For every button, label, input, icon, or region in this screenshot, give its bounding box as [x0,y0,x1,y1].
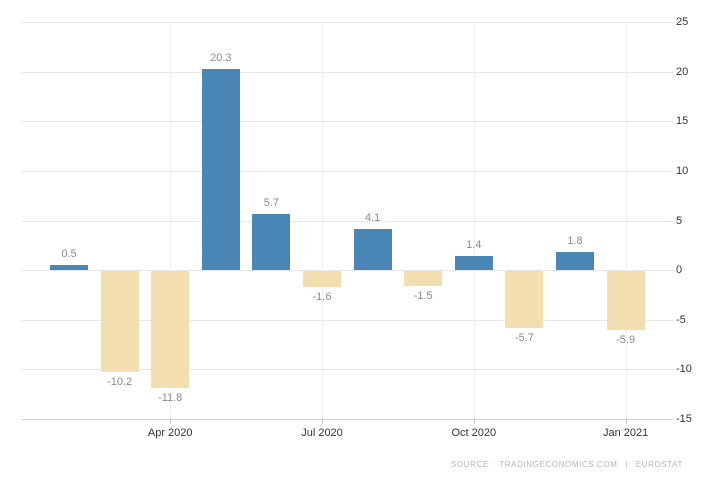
y-gridline [22,170,668,172]
bar [505,271,544,328]
bar [100,271,139,373]
y-axis-tick [668,369,673,371]
x-axis-label: Apr 2020 [147,427,193,439]
bar-value-label: -1.5 [413,290,433,302]
bar [454,256,493,271]
y-axis-label: 25 [676,16,689,28]
y-gridline [22,121,668,123]
bar-value-label: 5.7 [263,196,280,209]
bar-value-label: -11.8 [158,392,183,405]
bar [50,265,88,271]
bar-value-label: 20.3 [210,51,232,64]
y-axis-tick [668,71,673,73]
bar [353,229,392,271]
x-gridline [473,22,475,419]
y-axis-label: -10 [676,363,692,376]
y-gridline [22,270,668,272]
y-axis-tick [668,270,673,272]
bar [404,271,443,286]
bar [252,213,291,271]
y-axis-tick [668,319,673,321]
x-axis-label: Jul 2020 [301,427,343,439]
x-gridline [170,22,172,419]
y-gridline [22,71,668,73]
x-axis-label: Jan 2021 [602,427,649,439]
y-axis-label: -5 [676,313,686,326]
bar [201,68,240,271]
y-axis-label: 20 [676,65,689,78]
y-axis-tick [668,220,673,222]
bar-value-label: 1.8 [567,235,583,248]
y-axis-label: 5 [676,214,683,227]
y-gridline [22,220,668,222]
y-axis-tick [668,22,673,23]
y-gridline [22,319,668,321]
y-gridline [22,22,668,23]
y-axis-label: -15 [676,413,692,425]
bar-value-label: 0.5 [61,248,77,261]
x-axis-tick [625,419,627,424]
y-axis-tick [668,419,673,420]
y-axis-label: 0 [676,264,683,277]
x-gridline [625,22,627,419]
y-axis-label: 10 [676,164,689,177]
bar-value-label: -1.6 [312,291,332,303]
bar [556,252,594,271]
bar-value-label: -10.2 [107,376,133,389]
bar-value-label: -5.7 [514,331,534,344]
x-axis-tick [322,419,323,424]
x-axis-tick [473,419,475,424]
bar-value-label: 4.1 [364,212,381,225]
x-axis-line [22,419,668,420]
bar [303,271,341,287]
bar [151,271,190,389]
x-axis-tick [170,419,172,424]
bar [606,271,645,330]
y-gridline [22,369,668,371]
y-axis-label: 15 [676,115,689,128]
bar-value-label: 1.4 [466,239,482,252]
x-axis-label: Oct 2020 [451,427,497,439]
x-gridline [322,22,323,419]
source-attribution: SOURCE: TRADINGECONOMICS.COM | EUROSTAT [450,460,683,469]
bar-value-label: -5.9 [616,333,636,346]
y-axis-tick [668,121,673,123]
y-axis-tick [668,170,673,172]
